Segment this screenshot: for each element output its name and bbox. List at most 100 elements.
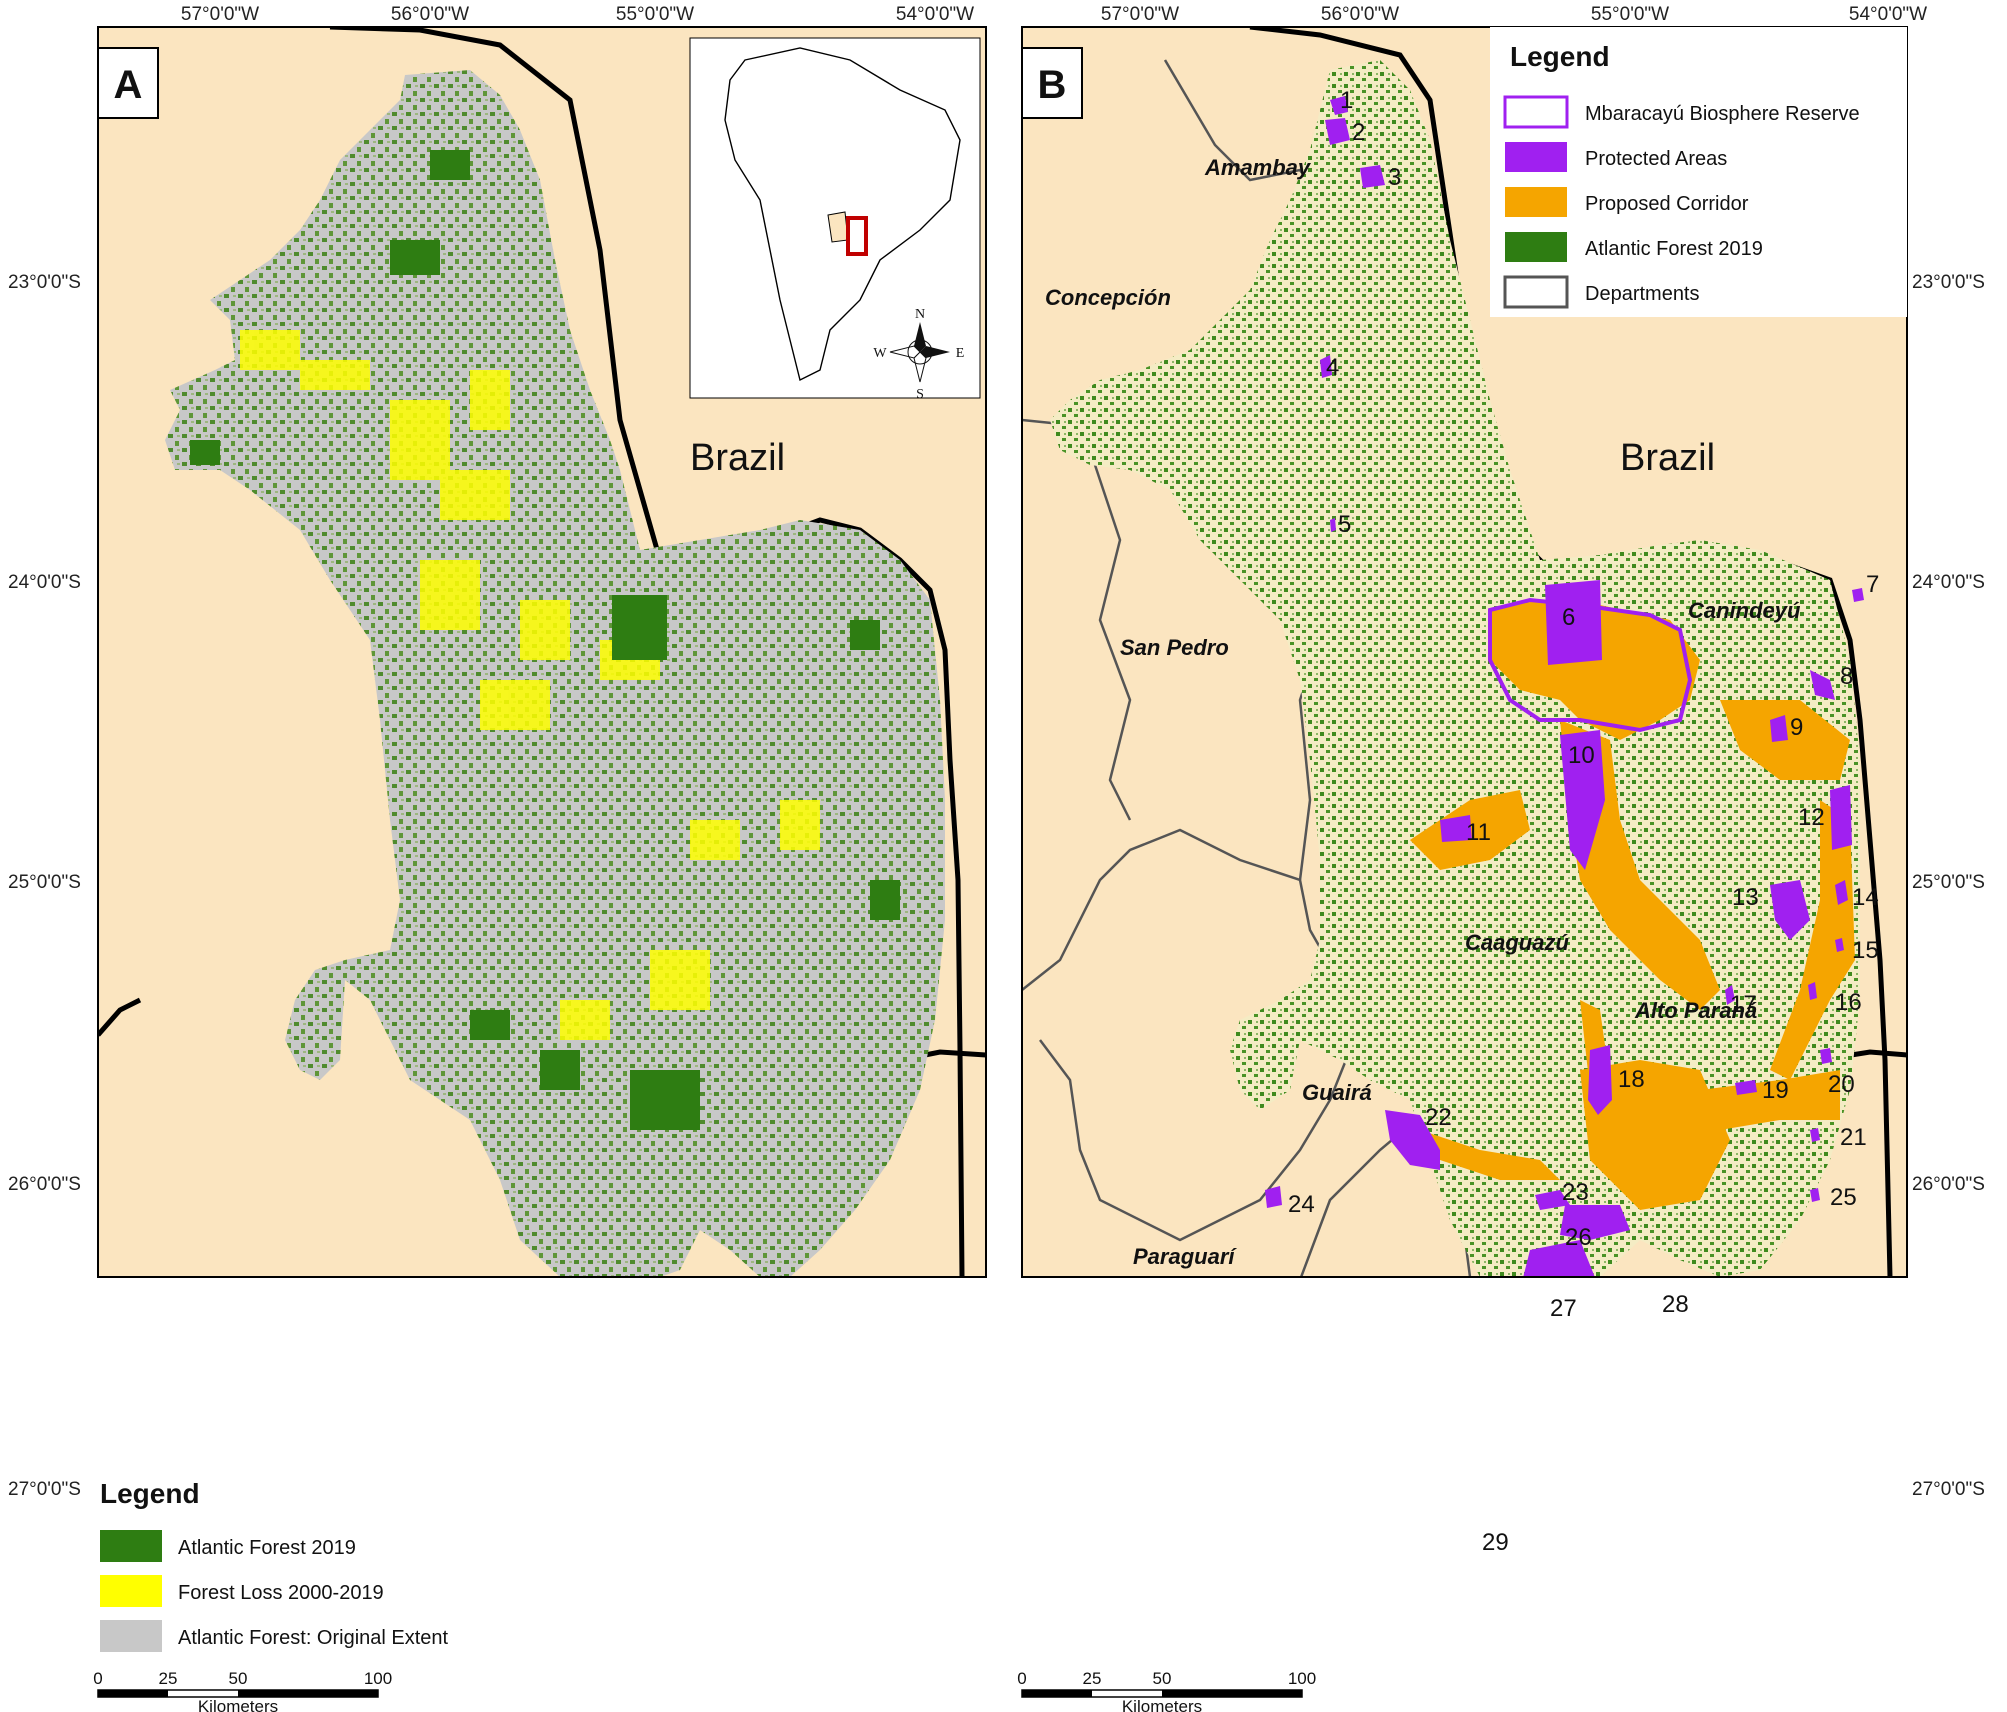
legend-b-protected: Protected Areas <box>1585 148 1727 170</box>
legend-b-swatch-forest <box>1505 232 1567 262</box>
pa-label-21: 21 <box>1840 1124 1867 1151</box>
compass-e: E <box>956 346 965 361</box>
scale-a-50: 50 <box>229 1669 248 1688</box>
coord-b-top-0: 57°0'0"W <box>1101 4 1179 25</box>
legend-a-forest: Atlantic Forest 2019 <box>178 1537 356 1559</box>
coord-a-left-2: 25°0'0"S <box>8 872 81 893</box>
pa-label-27: 27 <box>1550 1295 1577 1322</box>
legend-b: Legend Mbaracayú Biosphere Reserve Prote… <box>1490 27 1907 317</box>
dept-concepcion: Concepción <box>1045 285 1171 310</box>
pa-label-19: 19 <box>1762 1077 1789 1104</box>
compass-n: N <box>915 307 925 322</box>
pa-label-14: 14 <box>1852 884 1879 911</box>
legend-b-swatch-corridor <box>1505 187 1567 217</box>
compass-rose: N S E W <box>873 307 964 402</box>
dept-caazapa: Caazapá <box>1338 1298 1427 1323</box>
scale-a-100: 100 <box>364 1669 392 1688</box>
pa-label-11: 11 <box>1466 819 1491 846</box>
coord-a-top-2: 55°0'0"W <box>616 4 694 25</box>
pa-label-25: 25 <box>1830 1184 1857 1211</box>
legend-b-swatch-protected <box>1505 142 1567 172</box>
coord-b-right-0: 23°0'0"S <box>1912 272 1985 293</box>
label-argentina-b: Argentina <box>1680 1527 1844 1569</box>
dept-canindeyu: Canindeyú <box>1688 598 1801 623</box>
protected-areas <box>1265 96 1864 1277</box>
scale-b-25: 25 <box>1083 1669 1102 1688</box>
pa-label-9: 9 <box>1790 714 1803 741</box>
forest-loss-patches <box>240 330 820 1040</box>
panel-b-frame <box>1021 26 1908 1278</box>
dept-itapua: Itapúa <box>1422 1455 1487 1480</box>
coord-a-top-1: 56°0'0"W <box>391 4 469 25</box>
legend-b-forest: Atlantic Forest 2019 <box>1585 238 1763 260</box>
scale-b-unit: Kilometers <box>1122 1697 1202 1712</box>
study-area-box <box>846 216 868 256</box>
pa-label-3: 3 <box>1388 164 1401 191</box>
pa-label-23: 23 <box>1562 1179 1589 1206</box>
scale-bar-b: 0 25 50 100 Kilometers <box>1017 1669 1316 1712</box>
legend-a-swatch-loss <box>100 1575 162 1607</box>
panel-b-letter: B <box>1038 63 1067 107</box>
coord-b-top-2: 55°0'0"W <box>1591 4 1669 25</box>
coord-b-top-3: 54°0'0"W <box>1849 4 1927 25</box>
pa-label-28: 28 <box>1662 1291 1689 1318</box>
pa-label-1: 1 <box>1340 87 1353 114</box>
pa-label-29: 29 <box>1482 1529 1509 1556</box>
panel-a-frame <box>97 26 987 1278</box>
legend-b-title: Legend <box>1510 41 1610 72</box>
legend-b-departments: Departments <box>1585 283 1700 305</box>
scale-b-50: 50 <box>1153 1669 1172 1688</box>
pa-label-10: 10 <box>1568 742 1595 769</box>
paraguay-inset <box>827 211 849 243</box>
pa-label-18: 18 <box>1618 1066 1645 1093</box>
legend-b-corridor: Proposed Corridor <box>1585 193 1749 215</box>
coord-b-right-3: 26°0'0"S <box>1912 1174 1985 1195</box>
pa-label-22: 22 <box>1425 1104 1452 1131</box>
pa-label-2: 2 <box>1352 119 1365 146</box>
pa-label-15: 15 <box>1852 937 1879 964</box>
scale-a-25: 25 <box>159 1669 178 1688</box>
coord-a-top-0: 57°0'0"W <box>181 4 259 25</box>
forest-2019-patches <box>190 150 900 1130</box>
label-brazil-a: Brazil <box>690 437 785 479</box>
coord-b-right-4: 27°0'0"S <box>1912 1479 1985 1500</box>
coord-b-top-1: 56°0'0"W <box>1321 4 1399 25</box>
coord-b-right-1: 24°0'0"S <box>1912 572 1985 593</box>
label-argentina-a: Argentina <box>755 1527 919 1569</box>
dept-caaguazu: Caaguazú <box>1465 930 1569 955</box>
legend-a-original: Atlantic Forest: Original Extent <box>178 1627 449 1649</box>
scale-a-unit: Kilometers <box>198 1697 278 1712</box>
pa-label-17: 17 <box>1730 991 1757 1018</box>
pa-label-5: 5 <box>1338 511 1351 538</box>
dept-alto-parana: Alto Paraná <box>1634 998 1757 1023</box>
legend-b-swatch-departments <box>1503 275 1569 309</box>
pa-label-16: 16 <box>1835 989 1862 1016</box>
panel-b: Brazil Argentina Amambay Concepción San … <box>1017 4 1985 1712</box>
legend-a-swatch-original <box>100 1620 162 1652</box>
compass-w: W <box>873 346 887 361</box>
pa-label-24: 24 <box>1288 1191 1315 1218</box>
dept-paraguari: Paraguarí <box>1133 1244 1237 1269</box>
legend-a: Legend Atlantic Forest 2019 Forest Loss … <box>98 1475 496 1677</box>
pa-label-26: 26 <box>1565 1224 1592 1251</box>
coord-a-left-1: 24°0'0"S <box>8 572 81 593</box>
pa-label-8: 8 <box>1840 663 1853 690</box>
pa-label-7: 7 <box>1866 571 1879 598</box>
argentina-border-a-west <box>98 997 142 1037</box>
dept-guaira: Guairá <box>1302 1080 1372 1105</box>
pa-label-12: 12 <box>1798 804 1825 831</box>
scale-a-0: 0 <box>93 1669 102 1688</box>
legend-a-title: Legend <box>100 1478 200 1509</box>
pa-label-20: 20 <box>1828 1071 1855 1098</box>
scale-b-100: 100 <box>1288 1669 1316 1688</box>
coord-a-left-4: 27°0'0"S <box>8 1479 81 1500</box>
pa-label-6: 6 <box>1562 604 1575 631</box>
legend-b-swatch-reserve <box>1503 95 1569 129</box>
legend-a-swatch-forest <box>100 1530 162 1562</box>
compass-s: S <box>916 387 924 402</box>
scale-b-0: 0 <box>1017 1669 1026 1688</box>
coord-b-right-2: 25°0'0"S <box>1912 872 1985 893</box>
pa-label-4: 4 <box>1326 354 1339 381</box>
dept-amambay: Amambay <box>1204 155 1312 180</box>
